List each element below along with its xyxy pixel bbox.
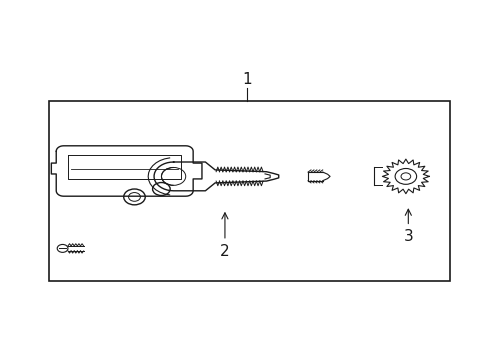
Text: 1: 1: [242, 72, 251, 87]
Text: 2: 2: [220, 213, 229, 258]
Bar: [49, 101, 449, 281]
Text: 3: 3: [403, 209, 412, 244]
